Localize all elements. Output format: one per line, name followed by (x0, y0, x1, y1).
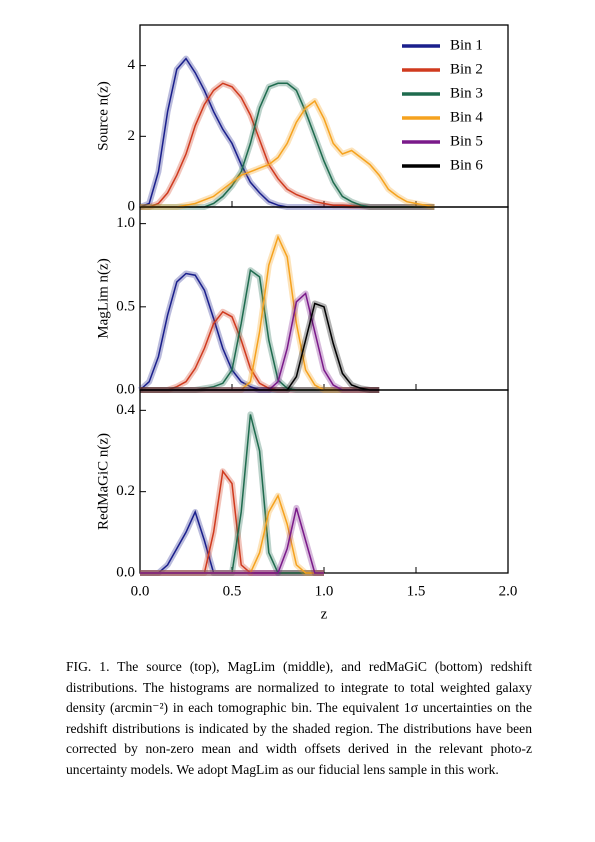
x-tick-label: 0.5 (223, 583, 242, 599)
y-tick-label: 0.4 (116, 402, 135, 418)
y-tick-label: 2 (128, 128, 136, 144)
legend-label: Bin 3 (450, 85, 483, 101)
y-tick-label: 0.5 (116, 298, 135, 314)
series-line (140, 507, 324, 574)
caption: FIG. 1. The source (top), MagLim (middle… (66, 659, 532, 777)
y-axis-label: RedMaGiC n(z) (95, 433, 111, 530)
y-axis-label: Source n(z) (95, 81, 111, 151)
x-tick-label: 1.5 (407, 583, 426, 599)
plot-frame (139, 389, 509, 574)
legend-label: Bin 6 (450, 157, 483, 173)
legend-label: Bin 1 (450, 37, 483, 53)
x-axis-label: z (321, 606, 328, 622)
series-line (140, 99, 435, 208)
y-tick-label: 0 (128, 198, 136, 214)
y-tick-label: 1.0 (116, 215, 135, 231)
legend-label: Bin 4 (450, 109, 483, 125)
figure: 0 2 4 Source n(z) 0.0 0.5 1.0 MagLim n(z) 0.0 0.2… (95, 24, 518, 622)
y-tick-label: 0.0 (116, 564, 135, 580)
legend-label: Bin 2 (450, 61, 483, 77)
y-axis-label: MagLim n(z) (95, 258, 111, 338)
y-tick-label: 0.0 (116, 381, 135, 397)
y-tick-label: 4 (128, 57, 136, 73)
x-tick-label: 0.0 (131, 583, 150, 599)
x-tick-label: 1.0 (315, 583, 334, 599)
legend-label: Bin 5 (450, 133, 483, 149)
y-tick-label: 0.2 (116, 483, 135, 499)
x-tick-label: 2.0 (499, 583, 518, 599)
